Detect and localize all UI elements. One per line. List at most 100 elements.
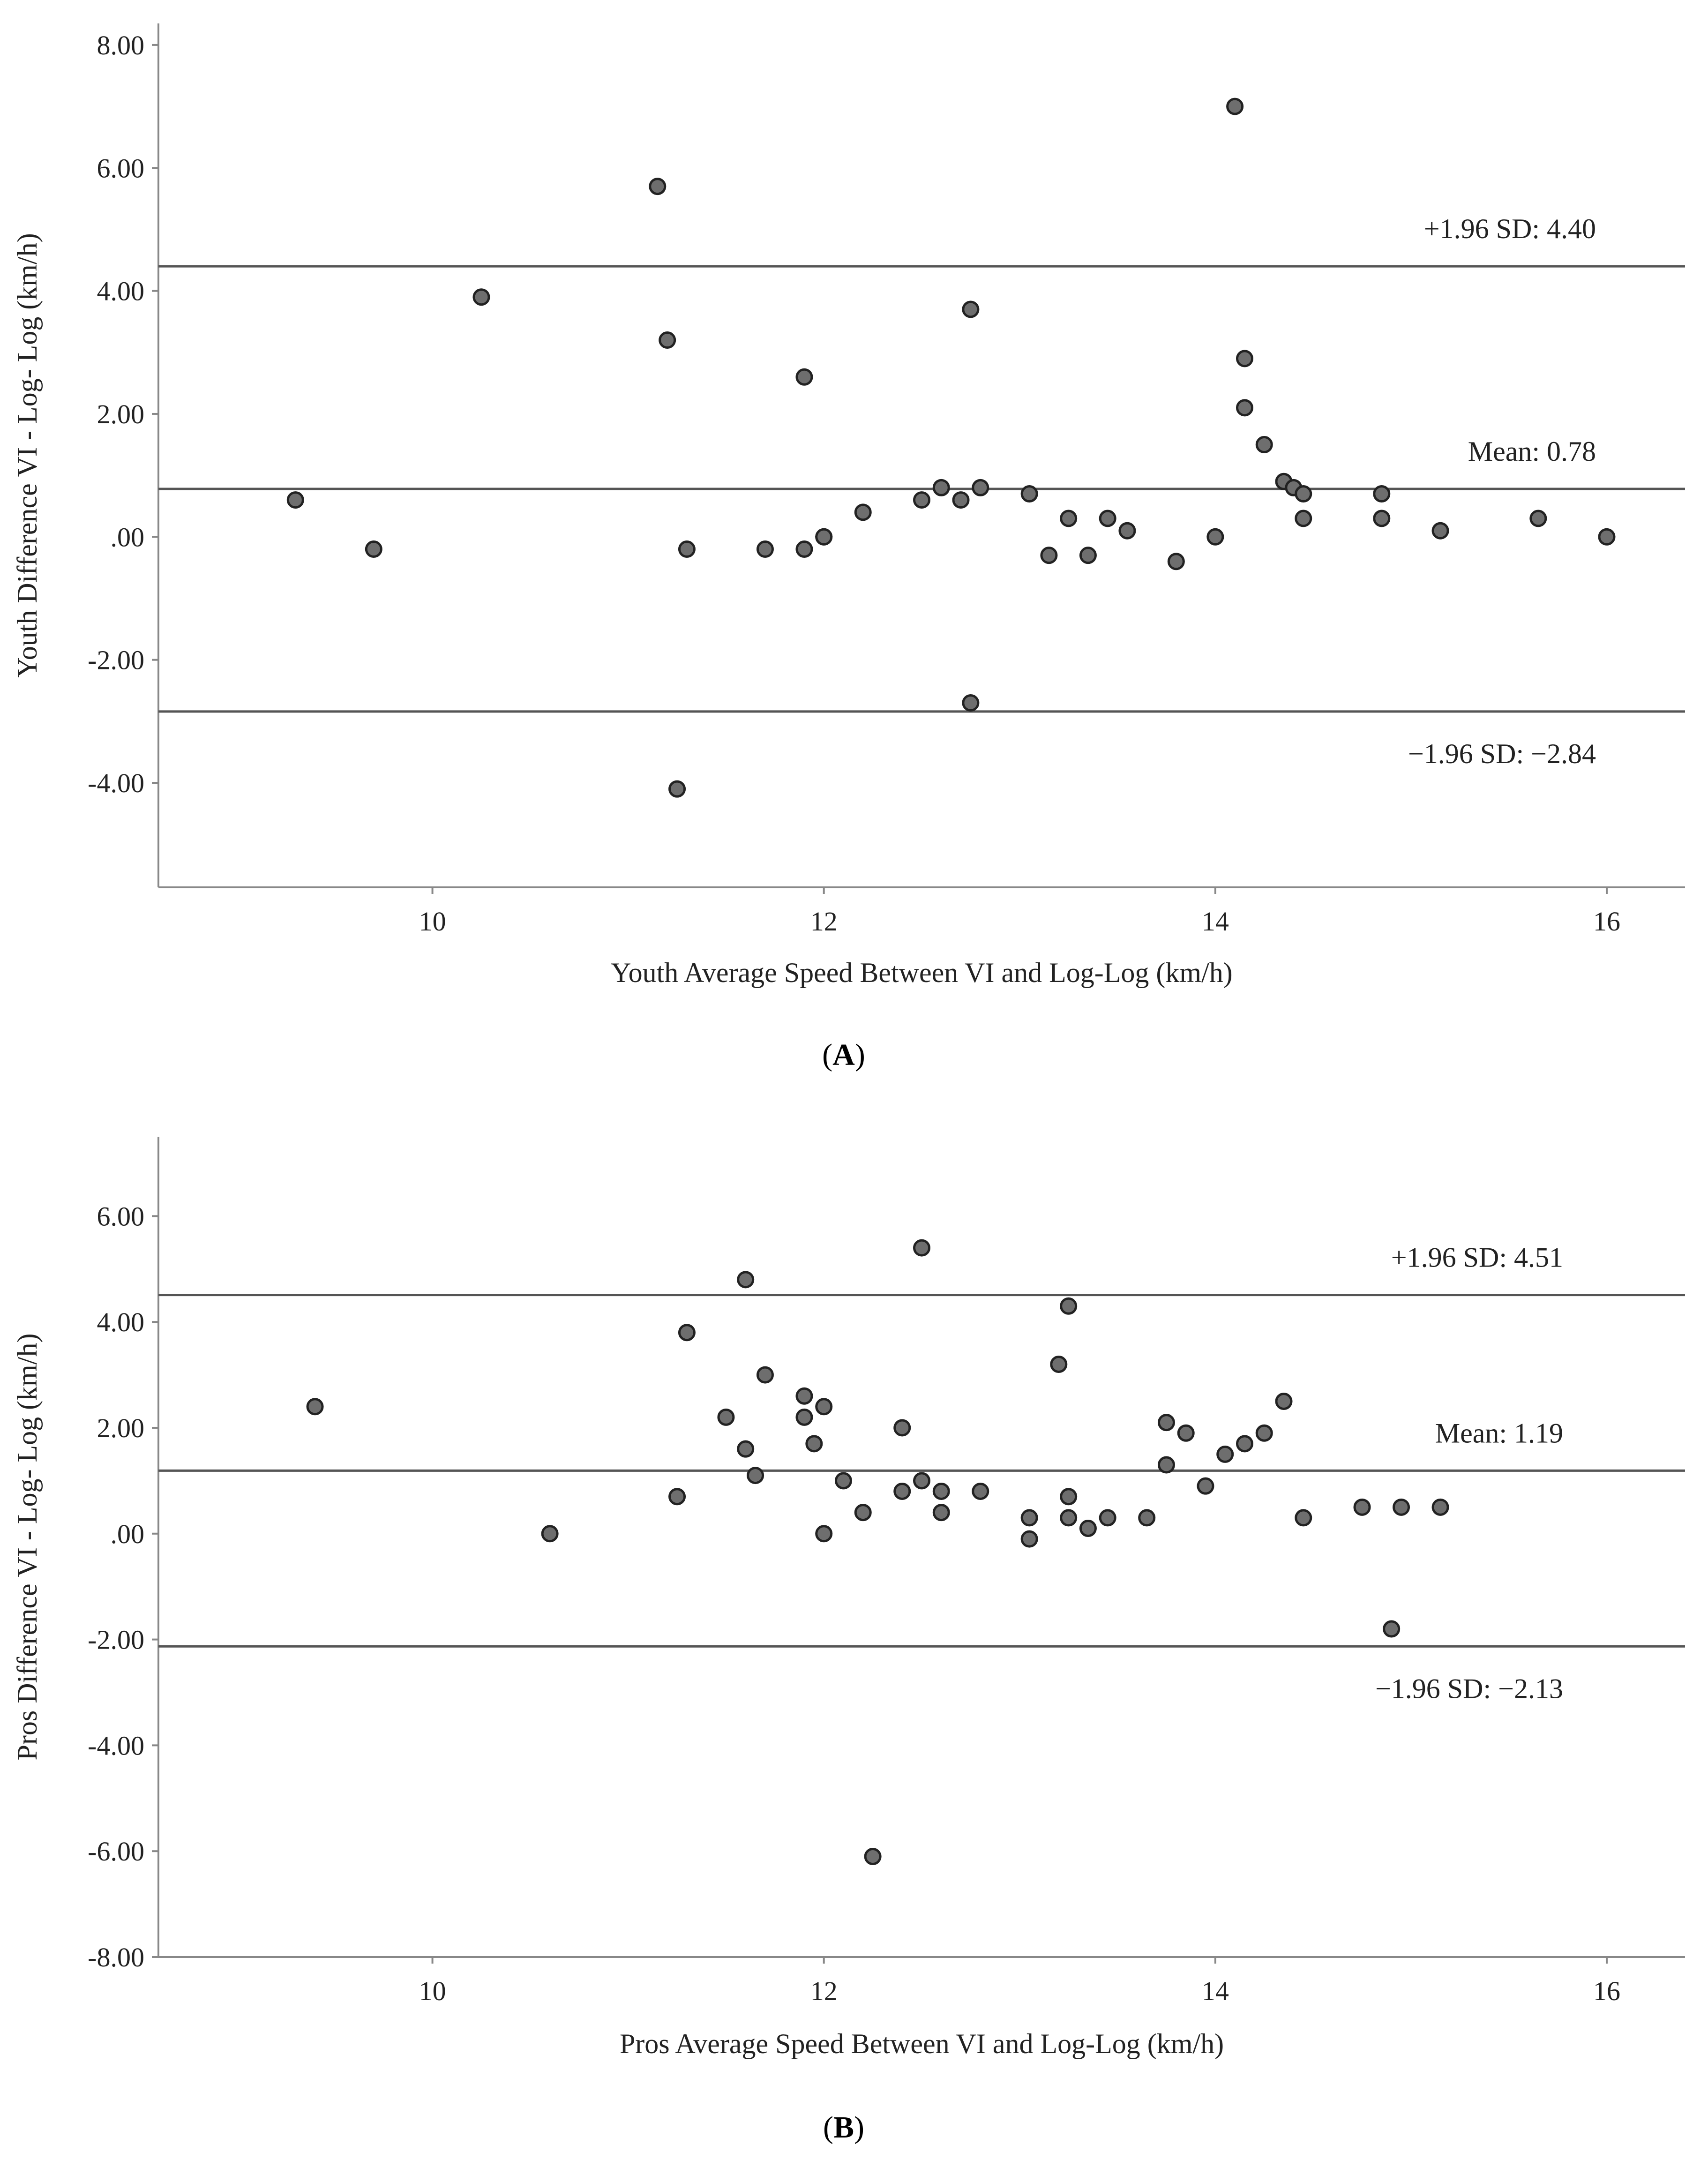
data-point	[306, 1398, 324, 1416]
data-point	[1353, 1498, 1371, 1516]
data-point	[1060, 1509, 1078, 1527]
data-point	[1040, 547, 1058, 564]
x-axis-label: Youth Average Speed Between VI and Log-L…	[611, 957, 1232, 988]
y-tick-label: .00	[111, 522, 145, 552]
data-point	[1393, 1498, 1410, 1516]
data-point	[1373, 510, 1391, 527]
data-point	[815, 1398, 833, 1416]
data-point	[913, 1239, 930, 1257]
y-axis-label: Youth Difference VI - Log- Log (km/h)	[12, 233, 43, 677]
x-axis-label: Pros Average Speed Between VI and Log-Lo…	[620, 2028, 1224, 2059]
data-point	[864, 1847, 882, 1865]
data-point	[649, 178, 667, 195]
data-point	[1295, 510, 1312, 527]
data-point	[1383, 1620, 1401, 1638]
data-point	[932, 479, 950, 496]
data-point	[747, 1467, 764, 1485]
data-point	[952, 491, 970, 509]
data-point	[1275, 1393, 1293, 1410]
data-point	[1079, 547, 1097, 564]
x-tick-label: 10	[419, 906, 446, 937]
data-point	[1060, 1297, 1078, 1315]
data-point	[854, 503, 872, 521]
panel-label-open: (	[823, 2110, 833, 2145]
y-tick-label: 4.00	[97, 276, 145, 307]
y-axis-label: Pros Difference VI - Log- Log (km/h)	[12, 1334, 43, 1761]
data-point	[1236, 1435, 1253, 1453]
data-point	[1236, 350, 1253, 368]
data-point	[1060, 510, 1078, 527]
data-point	[913, 491, 930, 509]
y-tick-label: -8.00	[88, 1942, 144, 1972]
data-point	[1431, 522, 1449, 540]
x-tick-label: 14	[1202, 1976, 1229, 2006]
data-point	[815, 528, 833, 546]
data-point	[962, 300, 980, 318]
data-point	[737, 1440, 755, 1458]
panel-label: (A)	[822, 1038, 865, 1072]
data-point	[854, 1504, 872, 1522]
data-point	[472, 288, 490, 306]
y-tick-label: -2.00	[88, 1625, 144, 1655]
reference-label-upper: +1.96 SD: 4.40	[1424, 213, 1596, 244]
data-point	[972, 1482, 989, 1500]
data-point	[1050, 1355, 1068, 1373]
panel-label-letter: A	[832, 1038, 855, 1072]
data-point	[1197, 1477, 1214, 1495]
data-point	[668, 780, 686, 798]
data-point	[541, 1525, 559, 1543]
data-point	[893, 1419, 911, 1437]
data-point	[972, 479, 989, 496]
data-point	[659, 331, 676, 349]
data-point	[795, 368, 813, 386]
y-tick-label: .00	[111, 1519, 145, 1549]
reference-label-upper: +1.96 SD: 4.51	[1391, 1242, 1563, 1273]
data-point	[756, 540, 774, 558]
data-point	[1216, 1445, 1234, 1463]
data-point	[365, 540, 382, 558]
data-point	[756, 1366, 774, 1384]
data-point	[1236, 399, 1253, 417]
y-tick-label: 6.00	[97, 153, 145, 183]
data-point	[1079, 1519, 1097, 1537]
panel-label-close: )	[854, 2110, 864, 2145]
data-point	[717, 1408, 735, 1426]
x-tick-label: 16	[1593, 906, 1620, 937]
y-tick-label: 4.00	[97, 1307, 145, 1337]
data-point	[1020, 1530, 1038, 1548]
reference-label-mean: Mean: 1.19	[1435, 1418, 1563, 1448]
x-tick-label: 16	[1593, 1976, 1620, 2006]
data-point	[1226, 98, 1244, 115]
data-point	[795, 540, 813, 558]
reference-label-mean: Mean: 0.78	[1468, 436, 1596, 467]
reference-label-lower: −1.96 SD: −2.13	[1375, 1673, 1563, 1704]
data-point	[1099, 510, 1116, 527]
x-tick-label: 10	[419, 1976, 446, 2006]
x-tick-label: 12	[810, 906, 838, 937]
data-point	[1255, 1424, 1273, 1442]
panel-label-close: )	[855, 1038, 865, 1072]
y-tick-label: -6.00	[88, 1836, 144, 1867]
y-tick-label: -2.00	[88, 645, 144, 675]
data-point	[932, 1504, 950, 1522]
data-point	[1373, 485, 1391, 502]
data-point	[1431, 1498, 1449, 1516]
panel-label-open: (	[822, 1038, 832, 1072]
data-point	[893, 1482, 911, 1500]
data-point	[1138, 1509, 1156, 1527]
y-tick-label: 8.00	[97, 30, 145, 60]
data-point	[1060, 1488, 1078, 1506]
data-point	[805, 1435, 823, 1453]
y-tick-label: 6.00	[97, 1201, 145, 1231]
data-point	[932, 1482, 950, 1500]
data-point	[1177, 1424, 1195, 1442]
data-point	[1529, 510, 1547, 527]
data-point	[1020, 485, 1038, 502]
data-point	[815, 1525, 833, 1543]
data-point	[834, 1472, 852, 1490]
x-tick-label: 14	[1202, 906, 1229, 937]
panel-label-letter: B	[833, 2110, 854, 2145]
panel-label: (B)	[823, 2110, 864, 2145]
